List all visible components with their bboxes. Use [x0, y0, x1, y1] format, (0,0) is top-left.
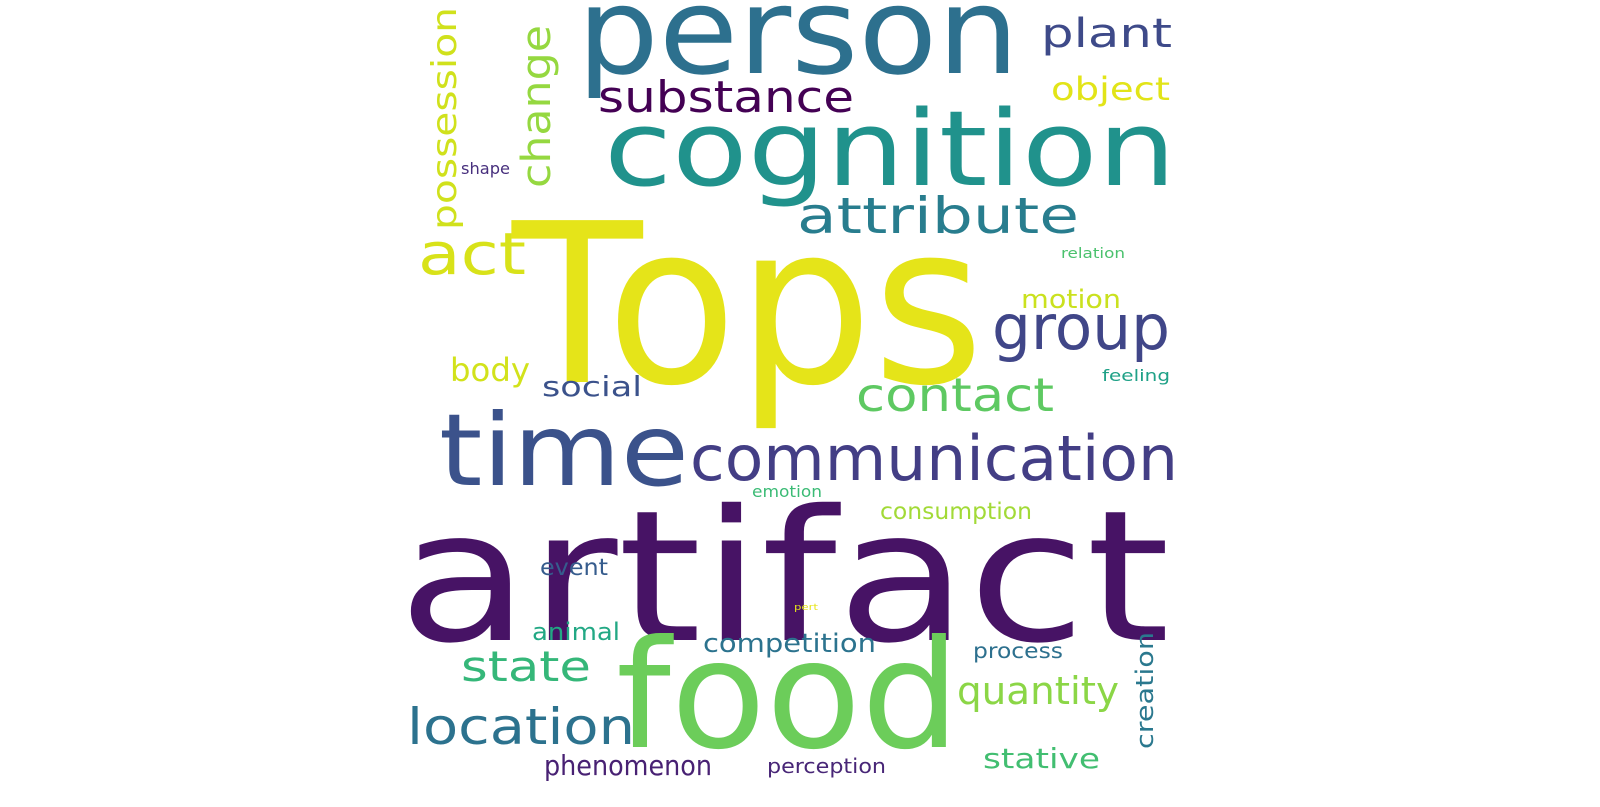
word-state: state [461, 642, 591, 691]
word-event: event [540, 555, 608, 581]
word-attribute: attribute [797, 187, 1079, 245]
word-contact: contact [856, 368, 1054, 422]
word-communication: communication [690, 422, 1178, 495]
word-stative: stative [983, 742, 1100, 775]
word-body: body [450, 351, 530, 389]
word-creation: creation [1131, 632, 1159, 749]
word-perception: perception [767, 754, 886, 778]
word-competition: competition [703, 629, 876, 659]
word-group: group [992, 291, 1170, 364]
word-tops: Tops [511, 177, 984, 435]
word-relation: relation [1061, 246, 1125, 262]
word-quantity: quantity [957, 669, 1119, 713]
word-possession: possession [425, 7, 465, 230]
word-plant: plant [1041, 11, 1172, 57]
word-motion: motion [1021, 285, 1121, 315]
word-time: time [439, 392, 689, 509]
word-food: food [616, 609, 960, 783]
word-emotion: emotion [752, 482, 822, 501]
word-object: object [1051, 70, 1170, 108]
word-animal: animal [532, 618, 620, 646]
word-act: act [418, 220, 526, 288]
word-social: social [542, 370, 642, 403]
word-artifact: artifact [398, 471, 1170, 683]
word-cognition: cognition [604, 88, 1176, 210]
word-person: person [577, 0, 1019, 102]
word-location: location [407, 698, 635, 756]
word-shape: shape [461, 159, 510, 178]
word-feeling: feeling [1102, 366, 1170, 385]
word-phenomenon: phenomenon [544, 749, 712, 782]
word-substance: substance [598, 72, 854, 123]
word-process: process [973, 639, 1063, 663]
word-consumption: consumption [880, 499, 1032, 525]
word-change: change [514, 25, 560, 188]
word-pert: pert [794, 603, 819, 613]
